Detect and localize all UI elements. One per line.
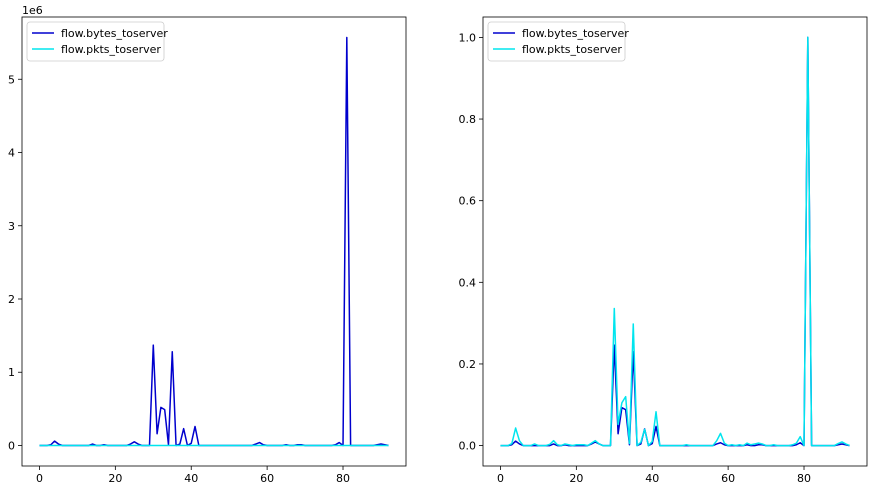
legend-box: [487, 21, 626, 62]
y-tick-label: 0.4: [459, 276, 477, 289]
x-tick-label: 60: [260, 472, 274, 485]
x-tick-label: 60: [721, 472, 735, 485]
x-tick-label: 0: [36, 472, 43, 485]
y-tick-label: 0.8: [459, 113, 477, 126]
legend-label: flow.bytes_toserver: [61, 27, 168, 40]
x-tick-label: 20: [108, 472, 122, 485]
x-tick-label: 40: [184, 472, 198, 485]
y-tick-label: 0.2: [459, 358, 477, 371]
x-tick-label: 40: [645, 472, 659, 485]
legend-label: flow.pkts_toserver: [522, 43, 622, 56]
chart-panel-2: 0 20 40 60 80 0.0 0.2 0.4 0.6 0.8 1.0 flow.bytes_to…: [459, 16, 868, 485]
y-tick-label: 1.0: [459, 31, 477, 44]
x-tick-label: 80: [336, 472, 350, 485]
x-tick-label: 20: [569, 472, 583, 485]
y-tick-label: 0.6: [459, 195, 477, 208]
legend-box: [26, 21, 165, 62]
axes-frame: [21, 16, 407, 467]
y-tick-label: 0: [8, 439, 15, 452]
y-tick-label: 3: [8, 220, 15, 233]
legend: flow.bytes_toserver flow.pkts_toserver: [26, 21, 168, 62]
y-tick-label: 2: [8, 293, 15, 306]
y-offset-label: 1e6: [22, 4, 43, 17]
legend-label: flow.bytes_toserver: [522, 27, 629, 40]
x-tick-label: 0: [497, 472, 504, 485]
axes-frame: [482, 16, 868, 467]
y-tick-label: 4: [8, 147, 15, 160]
series-line-bytes-toserver: [39, 36, 389, 447]
x-tick-label: 80: [797, 472, 811, 485]
chart-panel-1: 0 20 40 60 800123451e6flow.bytes_toserverflo…: [8, 4, 407, 485]
y-tick-label: 0.0: [459, 440, 477, 453]
y-tick-label: 5: [8, 73, 15, 86]
series-line-bytes-toserver: [500, 36, 850, 447]
y-tick-label: 1: [8, 366, 15, 379]
legend: flow.bytes_toserver flow.pkts_toserver: [487, 21, 629, 62]
series-line-pkts-toserver: [500, 36, 850, 447]
legend-label: flow.pkts_toserver: [61, 43, 161, 56]
